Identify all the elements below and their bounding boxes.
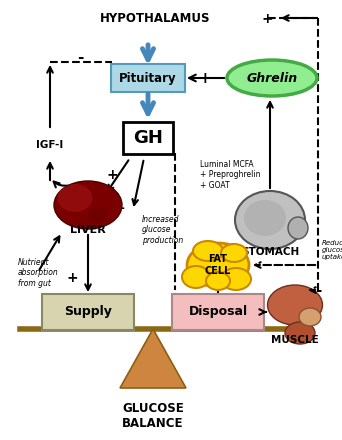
Ellipse shape bbox=[187, 243, 249, 287]
Text: Pituitary: Pituitary bbox=[119, 72, 177, 84]
Ellipse shape bbox=[57, 184, 92, 212]
Ellipse shape bbox=[299, 308, 321, 326]
Text: IGF-I: IGF-I bbox=[36, 140, 64, 150]
FancyBboxPatch shape bbox=[111, 64, 185, 92]
Ellipse shape bbox=[193, 241, 223, 261]
Text: -: - bbox=[315, 282, 321, 297]
Text: Increased
glucose
production: Increased glucose production bbox=[142, 215, 183, 245]
Ellipse shape bbox=[54, 181, 122, 229]
FancyBboxPatch shape bbox=[123, 122, 173, 154]
Text: Nutrient
absorption
from gut: Nutrient absorption from gut bbox=[18, 258, 59, 288]
Text: Ghrelin: Ghrelin bbox=[247, 72, 298, 84]
Text: GLUCOSE
BALANCE: GLUCOSE BALANCE bbox=[122, 402, 184, 430]
Ellipse shape bbox=[267, 285, 323, 325]
Text: Supply: Supply bbox=[64, 305, 112, 319]
Text: +: + bbox=[115, 202, 125, 215]
Ellipse shape bbox=[182, 266, 210, 288]
Polygon shape bbox=[120, 329, 186, 388]
Text: FAT
CELL: FAT CELL bbox=[205, 254, 231, 276]
Ellipse shape bbox=[221, 268, 251, 290]
Text: HYPOTHALAMUS: HYPOTHALAMUS bbox=[100, 12, 210, 25]
Text: Luminal MCFA
+ Preproghrelin
+ GOAT: Luminal MCFA + Preproghrelin + GOAT bbox=[200, 160, 261, 190]
Text: GH: GH bbox=[133, 129, 163, 147]
Ellipse shape bbox=[206, 272, 230, 290]
Ellipse shape bbox=[227, 60, 317, 96]
Text: Reduced
glucose
uptake: Reduced glucose uptake bbox=[322, 240, 342, 260]
Ellipse shape bbox=[235, 191, 305, 249]
Text: +: + bbox=[261, 12, 273, 26]
FancyBboxPatch shape bbox=[172, 294, 264, 330]
Ellipse shape bbox=[88, 207, 108, 223]
Text: -: - bbox=[77, 50, 83, 65]
Ellipse shape bbox=[221, 244, 247, 262]
Text: MUSCLE: MUSCLE bbox=[271, 335, 319, 345]
Ellipse shape bbox=[288, 217, 308, 239]
Text: +: + bbox=[66, 271, 78, 285]
Ellipse shape bbox=[285, 322, 315, 344]
Text: LIVER: LIVER bbox=[70, 225, 106, 235]
Text: +: + bbox=[106, 168, 118, 182]
Text: STOMACH: STOMACH bbox=[241, 247, 299, 257]
Text: -: - bbox=[172, 287, 178, 303]
Ellipse shape bbox=[244, 200, 286, 236]
Text: Disposal: Disposal bbox=[188, 305, 248, 319]
FancyBboxPatch shape bbox=[42, 294, 134, 330]
Text: +: + bbox=[199, 70, 211, 85]
